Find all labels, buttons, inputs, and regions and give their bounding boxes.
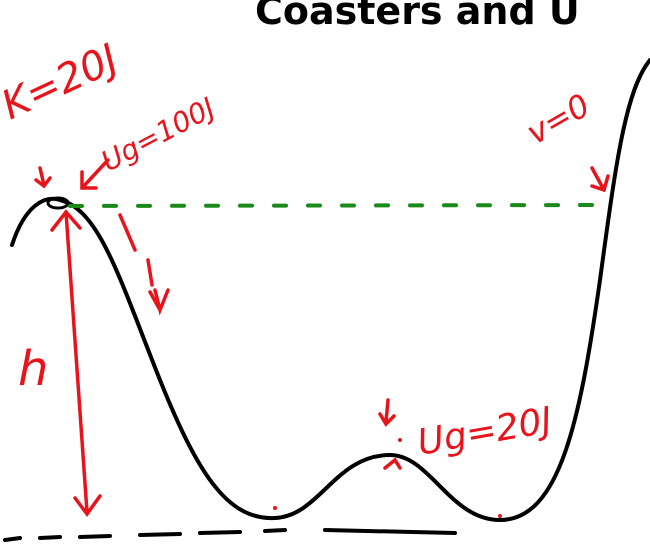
point-marker [273, 506, 277, 510]
point-marker [498, 514, 502, 518]
slide-title: Coasters and U [255, 0, 580, 33]
point-marker [398, 438, 402, 442]
height-label: h [18, 341, 48, 397]
diagram: Coasters and U K=20J Ug=100J v=0 h Ug=20… [0, 0, 650, 548]
